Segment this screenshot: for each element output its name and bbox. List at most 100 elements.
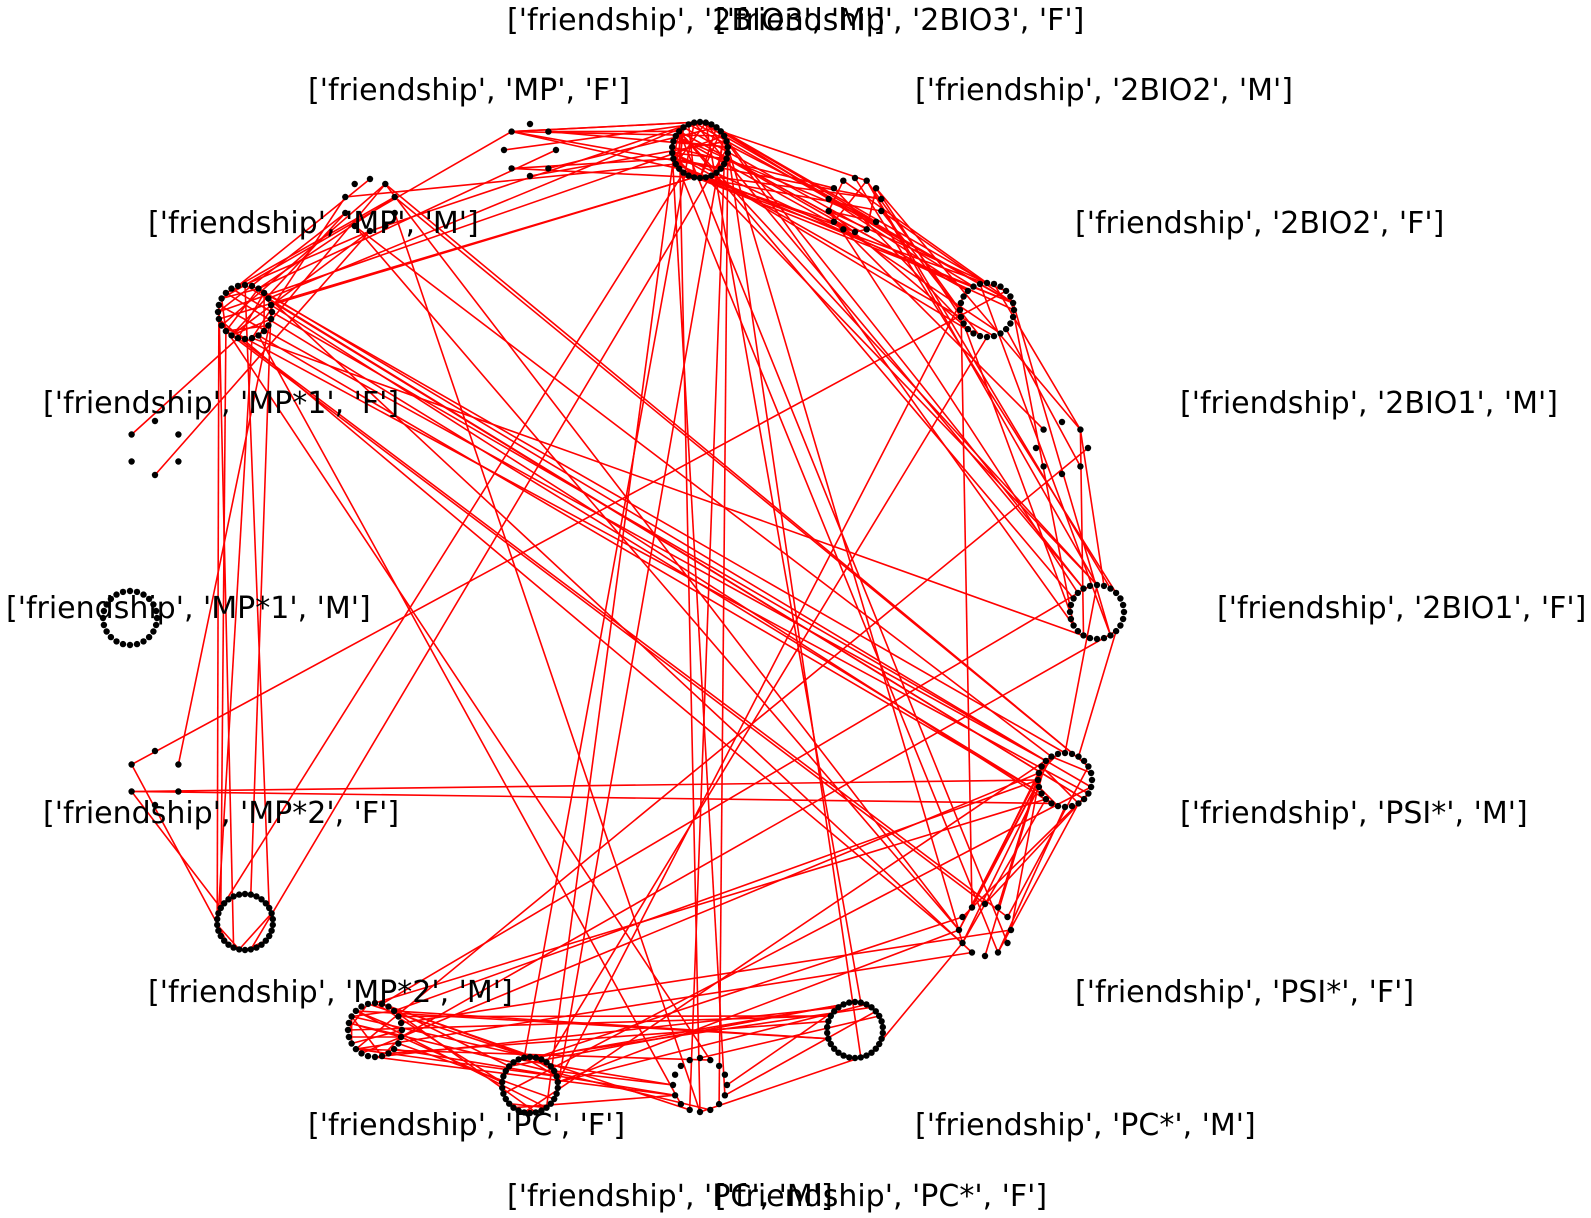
node-g13-29 bbox=[236, 891, 243, 898]
node-g19-6 bbox=[500, 146, 508, 154]
node-g13-28 bbox=[230, 893, 237, 900]
node-g9-7 bbox=[879, 1023, 886, 1031]
node-g1-1 bbox=[702, 119, 709, 126]
edge-g6-g6-127 bbox=[1051, 755, 1092, 774]
node-g10-15 bbox=[686, 1056, 693, 1064]
node-g13-25 bbox=[217, 904, 224, 912]
node-g17-12 bbox=[241, 335, 249, 343]
group-label-pcstar-m: ['friendship', 'PC*', 'M'] bbox=[915, 1108, 1256, 1143]
node-g15-22 bbox=[113, 591, 120, 598]
node-g9-12 bbox=[868, 1049, 875, 1056]
node-group-g13 bbox=[214, 890, 276, 954]
node-g2-1 bbox=[863, 177, 870, 184]
node-g1-22 bbox=[669, 149, 676, 157]
edge-g1-g10-80 bbox=[671, 152, 726, 1096]
edge-g1-g3-53 bbox=[683, 171, 1014, 304]
edge-g6-g17-159 bbox=[244, 284, 1085, 800]
node-g19-0 bbox=[526, 120, 534, 128]
edge-g1-g2-43 bbox=[720, 130, 867, 182]
node-g11-27 bbox=[510, 1059, 517, 1066]
node-g7-0 bbox=[981, 900, 989, 908]
node-g15-16 bbox=[103, 628, 110, 635]
edge-g6-g7-144 bbox=[1006, 766, 1090, 918]
node-g13-17 bbox=[230, 944, 237, 951]
edge-g10-g12-200 bbox=[393, 1048, 676, 1097]
node-g14-1 bbox=[175, 761, 182, 768]
node-g7-3 bbox=[1007, 926, 1015, 934]
node-g17-17 bbox=[215, 315, 223, 323]
node-g9-4 bbox=[872, 1008, 879, 1015]
node-g5-19 bbox=[1067, 601, 1075, 609]
node-g3-8 bbox=[1007, 320, 1014, 327]
node-g16-5 bbox=[128, 431, 135, 438]
node-g2-6 bbox=[863, 226, 870, 233]
edge-g13-g13-241 bbox=[238, 912, 273, 950]
edge-g13-g17-237 bbox=[244, 284, 270, 909]
node-g13-11 bbox=[262, 937, 269, 944]
edge-g13-g17-236 bbox=[250, 304, 272, 895]
node-g10-5 bbox=[721, 1092, 729, 1099]
node-group-g18 bbox=[342, 175, 398, 235]
node-g9-19 bbox=[831, 1045, 838, 1052]
node-g9-5 bbox=[876, 1012, 883, 1020]
node-g12-7 bbox=[397, 1033, 405, 1041]
node-g12-2 bbox=[385, 1003, 392, 1010]
edge-g1-g5-68 bbox=[705, 176, 1098, 586]
node-g12-13 bbox=[364, 1052, 372, 1060]
edge-g10-g12-197 bbox=[355, 1048, 711, 1061]
node-g17-8 bbox=[265, 322, 272, 329]
node-g1-4 bbox=[717, 128, 724, 135]
node-g1-29 bbox=[691, 119, 698, 126]
edge-g5-g6-125 bbox=[1064, 584, 1098, 754]
node-g12-10 bbox=[385, 1050, 392, 1057]
node-g17-23 bbox=[234, 282, 242, 290]
node-g15-13 bbox=[119, 640, 127, 648]
node-g6-23 bbox=[1054, 750, 1062, 758]
edge-g11-g11-218 bbox=[523, 1056, 557, 1077]
edge-g3-g5-113 bbox=[962, 323, 1071, 613]
edge-g12-g12-224 bbox=[381, 1036, 402, 1057]
node-g10-7 bbox=[707, 1106, 714, 1114]
edge-g2-g3-97 bbox=[880, 210, 1014, 304]
node-g1-11 bbox=[717, 165, 724, 172]
node-g3-14 bbox=[970, 330, 977, 337]
edge-g6-g7-145 bbox=[997, 772, 1040, 908]
edge-g13-g17-233 bbox=[220, 331, 227, 909]
group-label-mp1-f: ['friendship', 'MP*1', 'F'] bbox=[43, 386, 399, 421]
edge-g9-g10-194 bbox=[724, 1010, 877, 1096]
node-group-g10 bbox=[669, 1054, 731, 1116]
group-label-2bio2-f: ['friendship', '2BIO2', 'F'] bbox=[1075, 206, 1444, 241]
node-g11-20 bbox=[502, 1095, 509, 1103]
node-g1-26 bbox=[676, 128, 683, 135]
edge-g9-g1-196 bbox=[705, 122, 862, 1003]
node-g5-3 bbox=[1112, 589, 1120, 597]
edge-g5-g6-126 bbox=[1077, 630, 1117, 757]
node-g3-21 bbox=[964, 287, 972, 295]
node-g11-7 bbox=[554, 1078, 561, 1086]
node-g9-0 bbox=[851, 998, 859, 1006]
edge-g17-g18-272 bbox=[237, 196, 396, 287]
node-g9-16 bbox=[846, 1054, 853, 1061]
node-g9-21 bbox=[825, 1035, 832, 1042]
edge-g17-g17-255 bbox=[220, 298, 227, 332]
node-g11-12 bbox=[543, 1104, 550, 1111]
node-g13-4 bbox=[262, 900, 269, 907]
node-g5-7 bbox=[1119, 615, 1127, 623]
node-g9-6 bbox=[878, 1018, 885, 1025]
node-g3-4 bbox=[1007, 293, 1014, 300]
node-g3-10 bbox=[997, 330, 1004, 337]
node-g11-8 bbox=[554, 1084, 561, 1092]
node-g17-18 bbox=[214, 308, 222, 316]
edge-g2-g3-101 bbox=[833, 187, 965, 325]
node-g6-3 bbox=[1080, 757, 1088, 765]
node-g13-23 bbox=[214, 915, 221, 923]
edge-g1-g13-84 bbox=[223, 172, 685, 904]
node-g6-10 bbox=[1075, 800, 1082, 807]
node-g11-16 bbox=[521, 1109, 528, 1116]
node-group-g9 bbox=[824, 998, 886, 1062]
node-g5-22 bbox=[1080, 585, 1087, 592]
node-g14-5 bbox=[128, 761, 135, 768]
node-g5-6 bbox=[1120, 608, 1128, 616]
edge-g6-g7-146 bbox=[958, 760, 1047, 931]
edge-g4-g12-121 bbox=[355, 447, 1089, 1050]
